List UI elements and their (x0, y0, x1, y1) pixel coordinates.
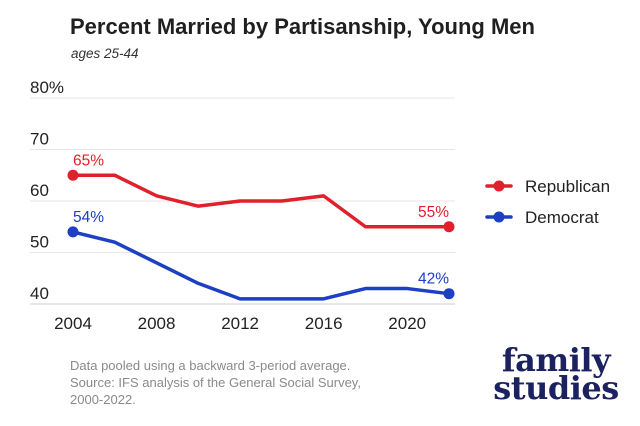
chart-subtitle: ages 25-44 (71, 46, 139, 61)
series-line-republican (71, 173, 451, 229)
family-studies-logo: family studies (486, 341, 626, 407)
series-point-start (67, 169, 79, 181)
logo-line-family: family (501, 341, 611, 379)
x-tick-label: 2020 (388, 314, 426, 333)
series-point-end (443, 221, 455, 233)
axes: 40 50 60 70 80% 2004 2008 2012 2016 2020 (30, 78, 426, 333)
data-labels: 65% 55% 54% 42% (73, 152, 449, 287)
data-label-start: 54% (73, 209, 104, 226)
logo-line-studies: studies (493, 369, 619, 407)
chart-title: Percent Married by Partisanship, Young M… (70, 14, 535, 39)
footnote-line: Source: IFS analysis of the General Soci… (70, 375, 361, 390)
legend-label: Republican (525, 177, 610, 196)
legend-swatch-dot (493, 211, 505, 223)
series-group (67, 169, 455, 301)
y-tick-label: 70 (30, 130, 49, 149)
series-line-democrat (71, 230, 451, 301)
legend-item-democrat: Democrat (485, 208, 599, 227)
x-tick-label: 2012 (221, 314, 259, 333)
grid-lines (30, 97, 455, 305)
data-label-start: 65% (73, 152, 104, 169)
series-point-start (67, 226, 79, 238)
legend-swatch-dot (493, 180, 505, 192)
y-tick-label: 50 (30, 233, 49, 252)
line-chart: 40 50 60 70 80% 2004 2008 2012 2016 2020 65% 55% 54… (30, 78, 610, 333)
footnote-line: Data pooled using a backward 3-period av… (70, 358, 351, 373)
footnote-line: 2000-2022. (70, 392, 136, 407)
legend-item-republican: Republican (485, 177, 610, 196)
x-tick-label: 2016 (305, 314, 343, 333)
series-point-end (443, 288, 455, 300)
y-tick-label: 60 (30, 181, 49, 200)
y-tick-label: 40 (30, 284, 49, 303)
footnote: Data pooled using a backward 3-period av… (70, 357, 361, 408)
legend-label: Democrat (525, 208, 599, 227)
data-label-end: 55% (418, 204, 449, 221)
x-tick-label: 2004 (54, 314, 92, 333)
x-tick-label: 2008 (138, 314, 176, 333)
legend: Republican Democrat (485, 177, 610, 227)
data-label-end: 42% (418, 271, 449, 288)
y-tick-label: 80% (30, 78, 64, 97)
